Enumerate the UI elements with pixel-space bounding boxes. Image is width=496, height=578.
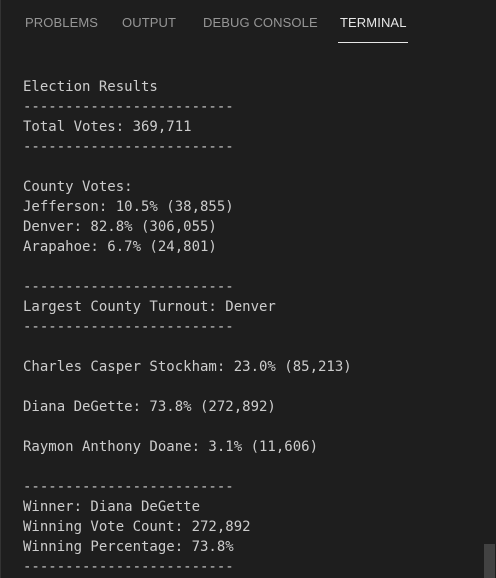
terminal-scrollbar[interactable]: [482, 46, 496, 578]
terminal-line: Winning Vote Count: 272,892: [23, 519, 251, 535]
tab-output[interactable]: OUTPUT: [122, 15, 177, 30]
terminal-line: Charles Casper Stockham: 23.0% (85,213): [23, 359, 352, 375]
terminal-line: Total Votes: 369,711: [23, 119, 192, 135]
terminal-line: [23, 257, 479, 277]
terminal-line: [23, 337, 479, 357]
tab-terminal[interactable]: TERMINAL: [340, 15, 407, 30]
terminal-line: [23, 157, 479, 177]
terminal-line: Arapahoe: 6.7% (24,801): [23, 239, 217, 255]
terminal-line: Diana DeGette: 73.8% (272,892): [23, 399, 276, 415]
terminal-line: [23, 377, 479, 397]
terminal-line: -------------------------: [23, 279, 234, 295]
terminal-line: -------------------------: [23, 559, 234, 575]
terminal-line: [23, 417, 479, 437]
terminal-line: [23, 457, 479, 477]
terminal-line: Winning Percentage: 73.8%: [23, 539, 234, 555]
terminal-line: -------------------------: [23, 479, 234, 495]
terminal-line: Winner: Diana DeGette: [23, 499, 201, 515]
terminal-line: Election Results: [23, 79, 158, 95]
active-tab-indicator: [338, 42, 408, 43]
terminal-line: Denver: 82.8% (306,055): [23, 219, 217, 235]
tab-problems[interactable]: PROBLEMS: [25, 15, 99, 30]
tab-debug-console[interactable]: DEBUG CONSOLE: [203, 15, 318, 30]
terminal-line: Largest County Turnout: Denver: [23, 299, 276, 315]
terminal-line: -------------------------: [23, 139, 234, 155]
terminal-line: Jefferson: 10.5% (38,855): [23, 199, 234, 215]
terminal-line: County Votes:: [23, 179, 133, 195]
scrollbar-thumb[interactable]: [484, 544, 495, 578]
terminal-line: -------------------------: [23, 99, 234, 115]
terminal-line: -------------------------: [23, 319, 234, 335]
terminal-output[interactable]: Election Results ------------------------…: [23, 77, 479, 578]
terminal-line: Raymon Anthony Doane: 3.1% (11,606): [23, 439, 319, 455]
panel-tab-bar: PROBLEMS OUTPUT DEBUG CONSOLE TERMINAL: [1, 0, 496, 46]
